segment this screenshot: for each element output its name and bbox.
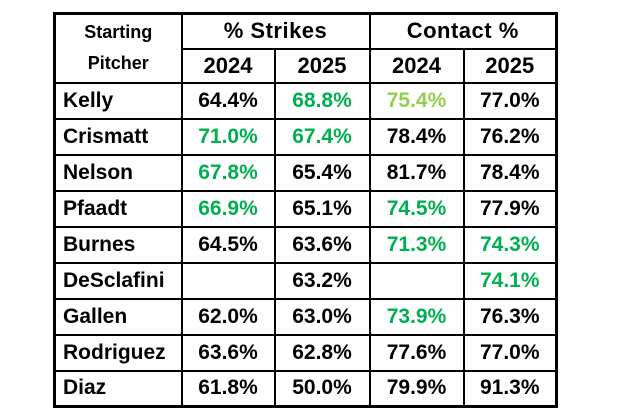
stat-cell: 61.8% <box>180 369 276 408</box>
table-row: Crismatt 71.0% 67.4% 78.4% 76.2% <box>53 117 558 156</box>
stat-cell: 79.9% <box>368 369 465 408</box>
pitcher-name: Burnes <box>53 225 183 264</box>
stat-cell: 68.8% <box>273 81 371 120</box>
table-row: DeSclafini 63.2% 74.1% <box>53 261 558 300</box>
stat-cell: 78.4% <box>368 117 465 156</box>
stat-cell: 78.4% <box>462 153 558 192</box>
stat-cell: 67.4% <box>273 117 371 156</box>
year-header: 2024 <box>368 47 465 84</box>
table-row: Nelson 67.8% 65.4% 81.7% 78.4% <box>53 153 558 192</box>
year-header: 2024 <box>180 47 276 84</box>
table-row: Pfaadt 66.9% 65.1% 74.5% 77.9% <box>53 189 558 228</box>
table-row: Rodriguez 63.6% 62.8% 77.6% 77.0% <box>53 333 558 372</box>
stat-cell: 74.1% <box>462 261 558 300</box>
stat-cell <box>180 261 276 300</box>
year-header-row: 2024 2025 2024 2025 <box>55 47 558 84</box>
stat-cell: 65.1% <box>273 189 371 228</box>
stat-cell: 65.4% <box>273 153 371 192</box>
stat-cell: 63.2% <box>273 261 371 300</box>
stat-cell <box>368 261 465 300</box>
table-row: Kelly 64.4% 68.8% 75.4% 77.0% <box>53 81 558 120</box>
stat-cell: 71.3% <box>368 225 465 264</box>
stat-cell: 71.0% <box>180 117 276 156</box>
table-row: Diaz 61.8% 50.0% 79.9% 91.3% <box>53 369 558 408</box>
pitcher-name: Gallen <box>53 297 183 336</box>
pitcher-name: Pfaadt <box>53 189 183 228</box>
stat-cell: 63.6% <box>180 333 276 372</box>
stat-cell: 76.2% <box>462 117 558 156</box>
header-pitcher-line: Pitcher <box>87 53 149 74</box>
stat-cell: 77.9% <box>462 189 558 228</box>
pitcher-name: Rodriguez <box>53 333 183 372</box>
stat-cell: 63.0% <box>273 297 371 336</box>
stat-cell: 77.0% <box>462 333 558 372</box>
stat-cell: 91.3% <box>462 369 558 408</box>
stat-cell: 62.0% <box>180 297 276 336</box>
table-row: Burnes 64.5% 63.6% 71.3% 74.3% <box>53 225 558 264</box>
stat-cell: 74.3% <box>462 225 558 264</box>
header-percent-strikes: % Strikes <box>180 12 371 50</box>
stat-cell: 62.8% <box>273 333 371 372</box>
stat-cell: 77.0% <box>462 81 558 120</box>
header-starting-pitcher: Starting Pitcher <box>53 12 183 84</box>
pitcher-name: DeSclafini <box>53 261 183 300</box>
stat-cell: 75.4% <box>368 81 465 120</box>
table-row: Gallen 62.0% 63.0% 73.9% 76.3% <box>53 297 558 336</box>
stat-cell: 81.7% <box>368 153 465 192</box>
stat-cell: 74.5% <box>368 189 465 228</box>
stat-cell: 64.5% <box>180 225 276 264</box>
year-header: 2025 <box>273 47 371 84</box>
stat-cell: 77.6% <box>368 333 465 372</box>
stat-cell: 63.6% <box>273 225 371 264</box>
year-header: 2025 <box>462 47 558 84</box>
stat-cell: 76.3% <box>462 297 558 336</box>
pitcher-name: Kelly <box>53 81 183 120</box>
header-contact-percent: Contact % <box>368 12 558 50</box>
pitcher-name: Crismatt <box>53 117 183 156</box>
stat-cell: 64.4% <box>180 81 276 120</box>
pitching-stats-table: Starting Pitcher % Strikes Contact % 202… <box>53 12 558 408</box>
stat-cell: 73.9% <box>368 297 465 336</box>
group-header-row: Starting Pitcher % Strikes Contact % <box>53 12 558 84</box>
header-starting-line: Starting <box>84 21 153 42</box>
stat-cell: 67.8% <box>180 153 276 192</box>
stat-cell: 66.9% <box>180 189 276 228</box>
pitcher-name: Nelson <box>53 153 183 192</box>
stat-cell: 50.0% <box>273 369 371 408</box>
pitcher-name: Diaz <box>53 369 183 408</box>
